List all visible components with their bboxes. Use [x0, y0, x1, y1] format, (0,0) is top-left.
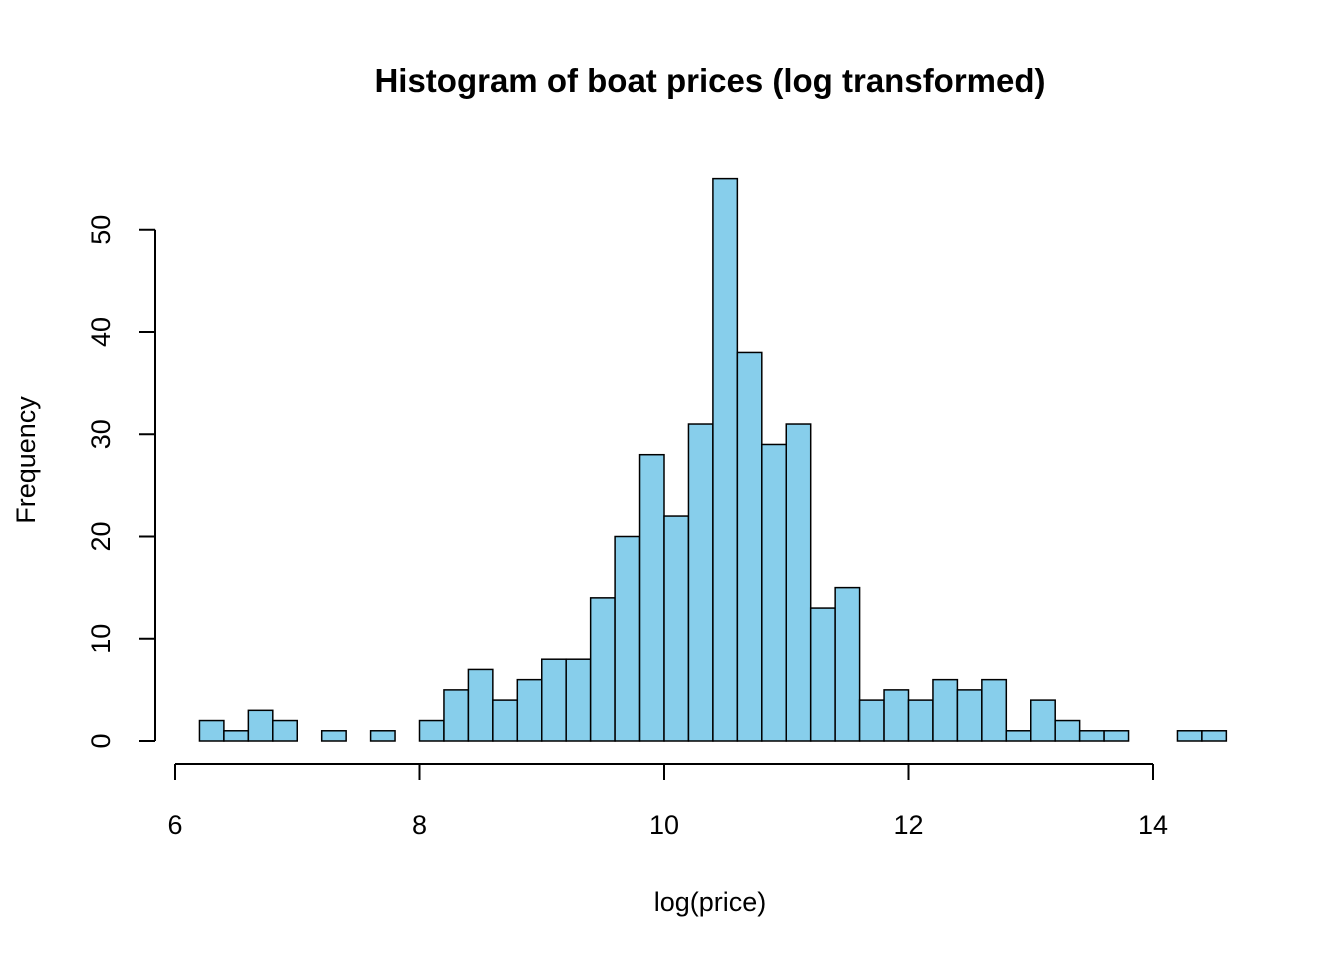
histogram-bar	[198, 719, 225, 742]
histogram-bar	[1103, 730, 1130, 742]
histogram-bar	[858, 699, 885, 742]
y-tick-label: 40	[86, 317, 116, 347]
y-tick-label: 0	[86, 733, 116, 748]
x-axis-label: log(price)	[654, 887, 767, 917]
x-tick-label: 12	[893, 810, 923, 840]
bars-group	[198, 177, 1228, 742]
chart-title: Histogram of boat prices (log transforme…	[374, 62, 1045, 99]
histogram-bar	[932, 678, 959, 742]
histogram-bar	[541, 658, 567, 742]
histogram-bar	[663, 515, 690, 742]
x-axis: 6 8 10 12 14	[167, 763, 1168, 840]
histogram-bar	[418, 719, 445, 742]
histogram-bar	[443, 689, 470, 742]
y-tick-label: 30	[86, 419, 116, 449]
x-tick-label: 14	[1138, 810, 1168, 840]
histogram-bar	[638, 453, 665, 742]
y-axis: 0 10 20 30 40 50	[86, 215, 156, 749]
histogram-bar	[320, 730, 347, 742]
y-tick-label: 50	[86, 215, 116, 245]
histogram-bar	[1030, 699, 1056, 742]
histogram-bar	[272, 719, 298, 742]
histogram-bar	[981, 678, 1008, 742]
histogram-bar	[809, 607, 836, 742]
y-tick-label: 20	[86, 521, 116, 551]
histogram-bar	[247, 709, 274, 742]
histogram-bar	[1005, 730, 1032, 742]
histogram-bar	[369, 730, 396, 742]
x-tick-label: 10	[649, 810, 679, 840]
histogram-bar	[1201, 730, 1228, 742]
histogram-bar	[516, 678, 543, 742]
histogram-bar	[907, 699, 934, 742]
x-tick-label: 8	[412, 810, 427, 840]
histogram-bar	[883, 689, 910, 742]
histogram-bar	[565, 658, 592, 742]
histogram-bar	[736, 351, 763, 742]
histogram-bar	[834, 586, 861, 742]
y-axis-label: Frequency	[11, 396, 41, 524]
histogram-bar	[1078, 730, 1105, 742]
histogram-bar	[492, 699, 519, 742]
histogram-bar	[467, 668, 494, 742]
histogram-bar	[589, 597, 616, 742]
x-tick-label: 6	[167, 810, 182, 840]
histogram-bar	[614, 535, 641, 742]
histogram-bar	[1176, 730, 1203, 742]
y-tick-label: 10	[86, 624, 116, 654]
histogram-bar	[687, 423, 714, 742]
histogram-bar	[223, 730, 250, 742]
histogram-bar	[956, 689, 983, 742]
histogram-bar	[1054, 719, 1081, 742]
histogram-bar	[761, 443, 787, 742]
histogram-bar	[712, 177, 739, 742]
histogram-bar	[785, 423, 812, 742]
